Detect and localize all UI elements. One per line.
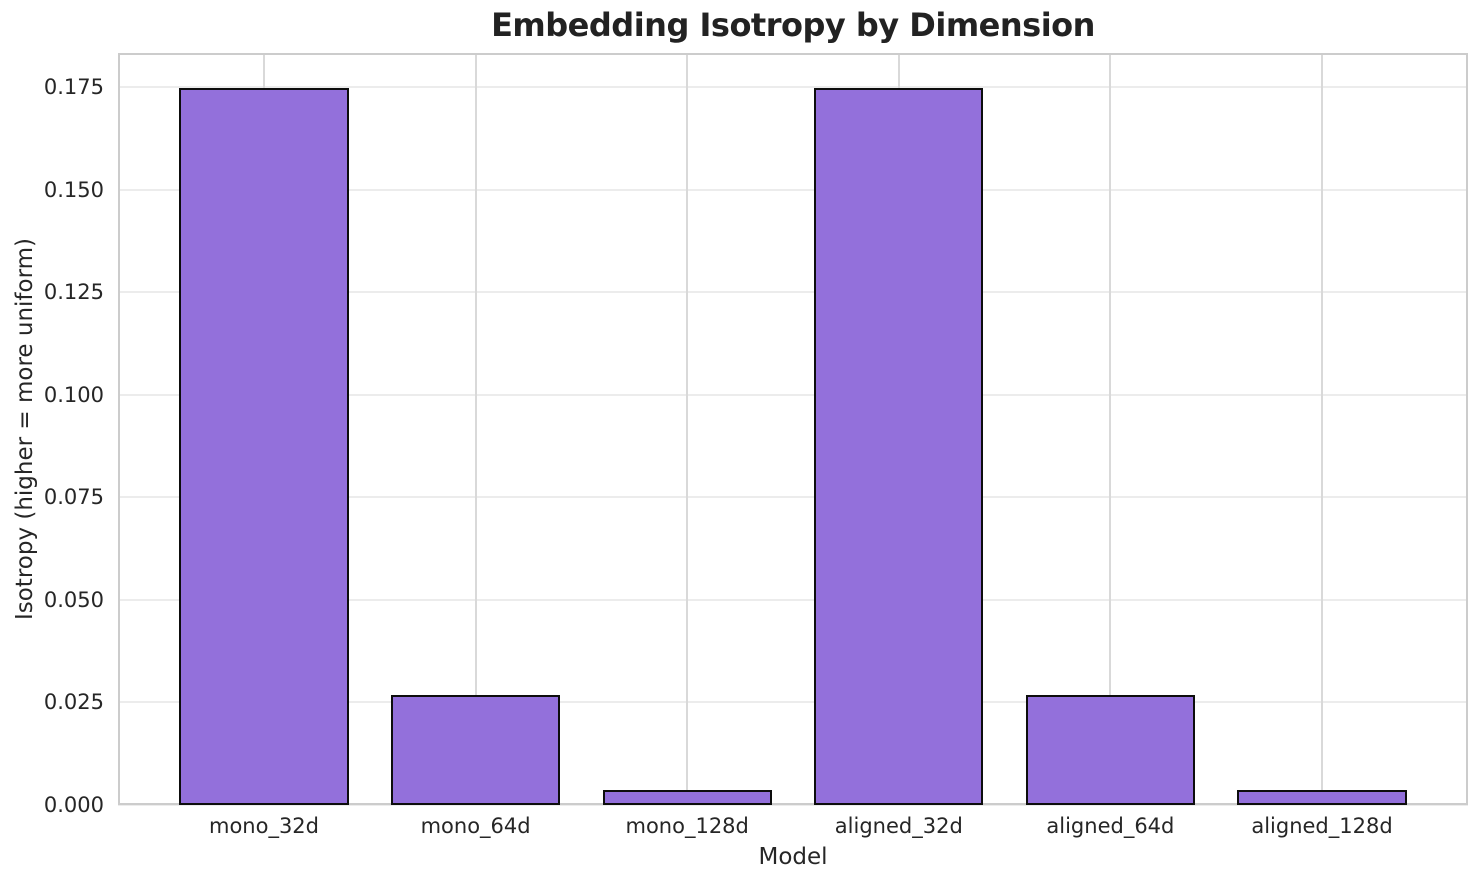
- v-gridline: [1109, 53, 1112, 805]
- bar-aligned_64d: [1025, 695, 1196, 805]
- plot-area: [118, 53, 1468, 806]
- x-tick-label-aligned_64d: aligned_64d: [1046, 814, 1175, 838]
- y-tick-label-0.050: 0.050: [43, 587, 104, 612]
- axes-spines: [118, 53, 1468, 805]
- y-tick-label-0.150: 0.150: [43, 177, 104, 202]
- bar-mono_128d: [602, 789, 772, 805]
- v-gridline: [474, 53, 477, 805]
- y-tick-label-0.075: 0.075: [43, 485, 104, 510]
- bar-aligned_128d: [1237, 789, 1407, 805]
- h-gridline: [118, 86, 1468, 89]
- y-tick-label-0.000: 0.000: [43, 793, 104, 817]
- x-tick-label-mono_32d: mono_32d: [208, 814, 319, 838]
- y-tick-label-0.025: 0.025: [43, 690, 104, 715]
- bar-aligned_32d: [814, 88, 984, 805]
- h-gridline: [118, 598, 1468, 601]
- bar-mono_64d: [391, 695, 561, 805]
- x-axis-label: Model: [758, 844, 828, 870]
- h-gridline: [118, 291, 1468, 294]
- h-gridline: [118, 188, 1468, 191]
- y-tick-label-0.175: 0.175: [43, 75, 104, 100]
- h-gridline: [118, 496, 1468, 499]
- y-tick-label-0.100: 0.100: [43, 382, 104, 407]
- y-axis-label: Isotropy (higher = more uniform): [12, 237, 38, 621]
- v-gridline: [1321, 53, 1323, 805]
- h-gridline: [118, 804, 1468, 806]
- x-tick-label-aligned_32d: aligned_32d: [834, 814, 963, 838]
- x-tick-label-mono_64d: mono_64d: [420, 814, 531, 838]
- h-gridline: [118, 393, 1468, 396]
- chart-title: Embedding Isotropy by Dimension: [491, 6, 1095, 44]
- x-tick-label-aligned_128d: aligned_128d: [1251, 814, 1393, 838]
- y-tick-label-0.125: 0.125: [43, 280, 104, 305]
- h-gridline: [118, 701, 1468, 704]
- bar-mono_32d: [179, 88, 349, 805]
- x-tick-label-mono_128d: mono_128d: [625, 814, 749, 838]
- v-gridline: [686, 53, 689, 805]
